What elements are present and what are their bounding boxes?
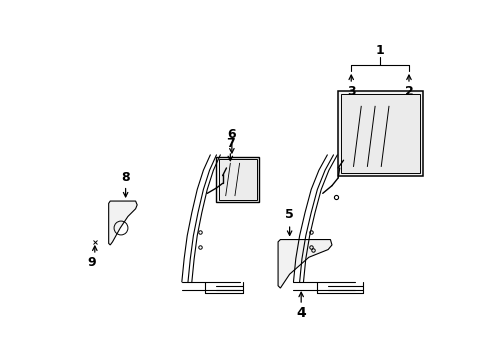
Text: 4: 4: [296, 306, 306, 320]
Bar: [217, 157, 259, 202]
Text: 8: 8: [122, 171, 130, 184]
Polygon shape: [109, 201, 137, 245]
Text: 9: 9: [87, 256, 96, 269]
Text: 6: 6: [227, 127, 236, 140]
Text: 3: 3: [347, 85, 356, 98]
Bar: [341, 94, 420, 172]
Text: 7: 7: [226, 137, 235, 150]
Polygon shape: [278, 239, 332, 288]
Text: 2: 2: [405, 85, 414, 98]
Bar: [338, 91, 423, 176]
Text: 1: 1: [375, 44, 384, 57]
Text: 5: 5: [285, 208, 294, 221]
Bar: [219, 159, 257, 199]
